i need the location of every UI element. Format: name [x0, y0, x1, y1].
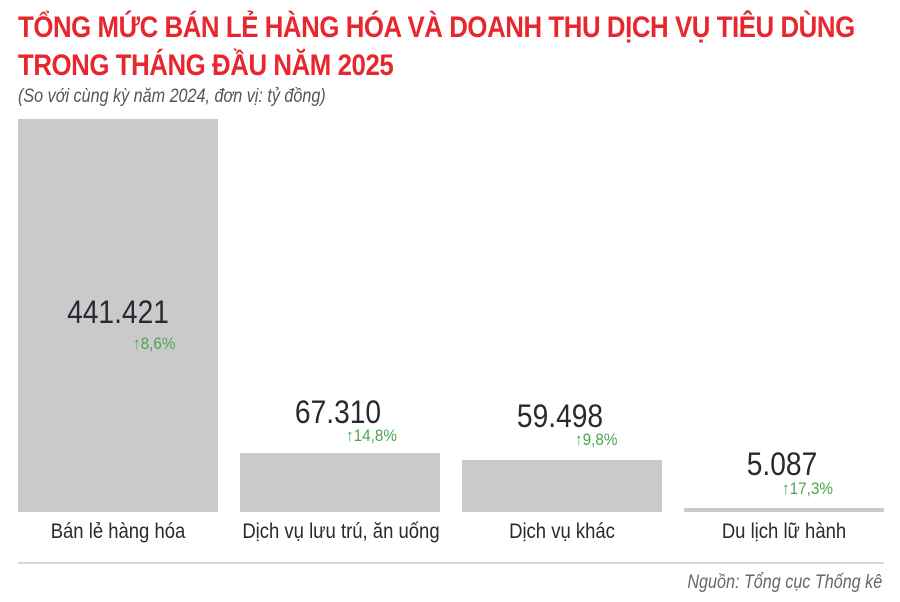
footer-divider	[18, 562, 884, 564]
bar-dich-vu-khac	[462, 460, 662, 512]
chart-title-line-2: TRONG THÁNG ĐẦU NĂM 2025	[18, 49, 394, 82]
bar-value: 59.498	[516, 398, 604, 434]
bar-change: ↑14,8%	[346, 426, 398, 445]
source-note: Nguồn: Tổng cục Thống kê	[687, 572, 882, 593]
bar-change: ↑17,3%	[782, 479, 834, 498]
bar-du-lich-lu-hanh	[684, 508, 884, 512]
category-label: Bán lẻ hàng hóa	[50, 520, 186, 543]
bar-dich-vu-luu-tru-an-uong	[240, 453, 440, 512]
bar-value: 67.310	[294, 394, 382, 430]
bar-value: 441.421	[67, 294, 169, 330]
category-label: Dịch vụ lưu trú, ăn uống	[242, 520, 440, 543]
bar-change: ↑9,8%	[575, 430, 618, 449]
category-label: Dịch vụ khác	[509, 520, 615, 543]
bar-value: 5.087	[746, 446, 818, 482]
bar-ban-le-hang-hoa	[18, 119, 218, 512]
bar-change: ↑8,6%	[133, 334, 176, 353]
chart-title-line-1: TỔNG MỨC BÁN LẺ HÀNG HÓA VÀ DOANH THU DỊ…	[18, 11, 855, 44]
category-label: Du lịch lữ hành	[721, 520, 847, 543]
chart-subtitle: (So với cùng kỳ năm 2024, đơn vị: tỷ đồn…	[18, 86, 326, 107]
